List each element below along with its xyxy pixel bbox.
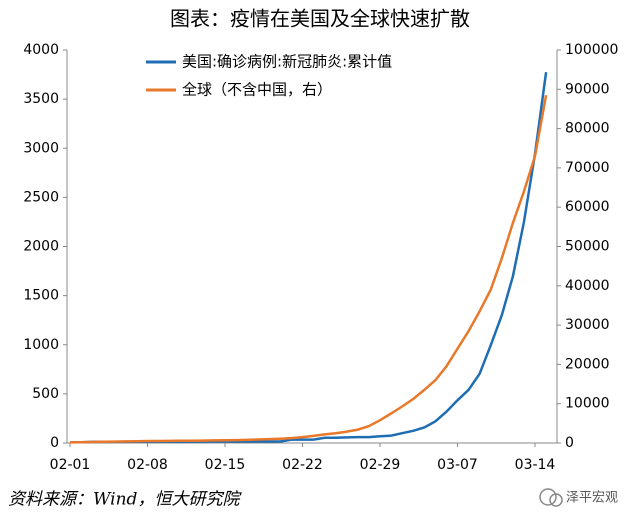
y2-tick-label: 100000 — [565, 42, 618, 58]
y2-tick-label: 30000 — [565, 317, 610, 333]
x-tick-label: 02-08 — [127, 457, 168, 473]
y2-tick-label: 20000 — [565, 356, 610, 372]
x-tick-label: 02-15 — [205, 457, 246, 473]
x-tick-label: 03-14 — [515, 457, 556, 473]
x-tick-label: 03-07 — [437, 457, 478, 473]
y2-tick-label: 40000 — [565, 278, 610, 294]
y-tick-label: 2000 — [23, 239, 59, 255]
y2-tick-label: 90000 — [565, 81, 610, 97]
watermark: 泽平宏观 — [566, 491, 618, 506]
y2-tick-label: 50000 — [565, 239, 610, 255]
y-tick-label: 1500 — [23, 288, 59, 304]
y-tick-label: 3500 — [23, 91, 59, 107]
y-tick-label: 2500 — [23, 189, 59, 205]
y2-tick-label: 70000 — [565, 160, 610, 176]
chart-title: 图表：疫情在美国及全球快速扩散 — [170, 7, 470, 31]
y-tick-label: 0 — [50, 435, 59, 451]
y-tick-label: 500 — [32, 386, 59, 402]
legend-label: 全球（不含中国，右） — [182, 81, 332, 99]
line-series — [69, 94, 548, 444]
legend-label: 美国:确诊病例:新冠肺炎:累计值 — [182, 53, 392, 71]
source: 资料来源：Wind，恒大研究院 — [8, 490, 242, 510]
y2-tick-label: 80000 — [565, 121, 610, 137]
y2-tick-label: 60000 — [565, 199, 610, 215]
y-tick-label: 3000 — [23, 140, 59, 156]
y2-tick-label: 10000 — [565, 396, 610, 412]
y2-tick-label: 0 — [565, 435, 574, 451]
x-tick-label: 02-22 — [282, 457, 323, 473]
y-tick-label: 4000 — [23, 42, 59, 58]
line-series — [70, 72, 548, 444]
x-tick-label: 02-29 — [360, 457, 401, 473]
x-tick-label: 02-01 — [50, 457, 91, 473]
y-tick-label: 1000 — [23, 337, 59, 353]
watermark-icon — [539, 488, 563, 507]
